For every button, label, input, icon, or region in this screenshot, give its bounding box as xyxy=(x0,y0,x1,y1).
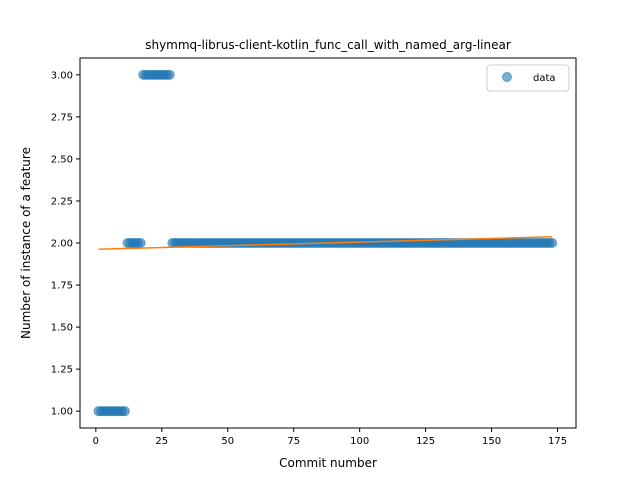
y-tick-label: 1.75 xyxy=(51,281,73,292)
legend: data xyxy=(486,64,570,92)
y-tick-label: 2.50 xyxy=(51,154,73,165)
y-axis-label: Number of instance of a feature xyxy=(19,147,33,339)
fit-line xyxy=(98,236,553,250)
x-tick-label: 100 xyxy=(350,436,369,447)
x-tick-label: 50 xyxy=(221,436,234,447)
data-point xyxy=(164,69,175,80)
x-tick-label: 125 xyxy=(416,436,435,447)
x-tick-label: 75 xyxy=(287,436,300,447)
data-point xyxy=(135,238,146,248)
y-axis: 1.00 1.25 1.50 1.75 2.00 2.25 2.50 2.75 3.00 xyxy=(51,70,80,418)
x-tick-label: 25 xyxy=(155,436,168,447)
y-tick-label: 1.00 xyxy=(51,407,73,418)
chart-title: shymmq-librus-client-kotlin_func_call_wi… xyxy=(145,38,511,52)
data-point xyxy=(547,238,558,248)
x-tick-label: 0 xyxy=(93,436,99,447)
legend-box xyxy=(486,64,570,92)
legend-marker-data xyxy=(502,72,512,82)
x-axis: 0 25 50 75 100 125 150 175 xyxy=(93,428,567,447)
x-tick-label: 150 xyxy=(482,436,501,447)
y-tick-label: 2.25 xyxy=(51,196,73,207)
x-tick-label: 175 xyxy=(548,436,567,447)
y-tick-label: 3.00 xyxy=(51,70,73,81)
y-tick-label: 2.00 xyxy=(51,239,73,250)
legend-label-data: data xyxy=(533,73,556,84)
data-point xyxy=(119,406,130,417)
y-tick-label: 2.75 xyxy=(51,112,73,123)
x-axis-label: Commit number xyxy=(279,456,377,470)
y-tick-label: 1.25 xyxy=(51,365,73,376)
y-tick-label: 1.50 xyxy=(51,323,73,334)
plot-area xyxy=(93,69,558,417)
